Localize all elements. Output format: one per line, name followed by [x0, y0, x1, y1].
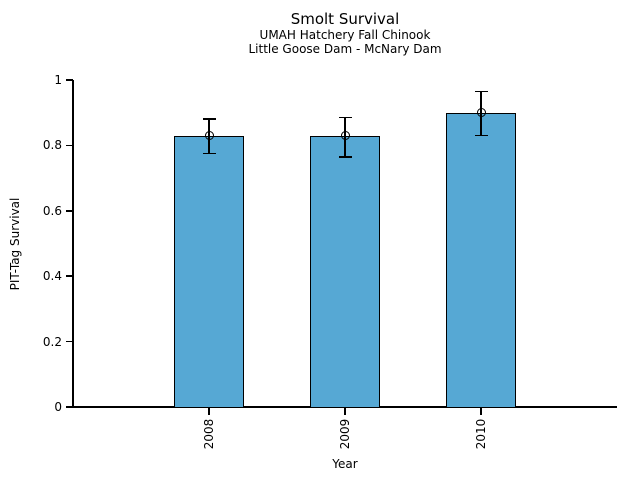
data-point-marker-icon [476, 108, 486, 118]
y-tick-label: 0 [54, 400, 62, 414]
bar-2010 [446, 112, 516, 408]
x-tick [480, 408, 482, 415]
y-tick [66, 406, 73, 408]
y-axis-line [72, 80, 74, 408]
chart-subtitle-line1: UMAH Hatchery Fall Chinook [259, 28, 431, 42]
y-tick-label: 0.2 [42, 334, 62, 349]
chart-title: Smolt Survival [290, 10, 400, 28]
error-bar-cap-top [338, 116, 352, 119]
y-tick-label: 0.6 [42, 203, 62, 218]
error-bar-cap-bottom [474, 134, 488, 137]
y-axis-label: PIT-Tag Survival [8, 197, 22, 291]
chart-subtitle-line2: Little Goose Dam - McNary Dam [248, 42, 442, 56]
x-axis-label: Year [332, 457, 358, 471]
error-bar-cap-top [202, 118, 216, 120]
y-tick-label: 0.4 [42, 269, 62, 284]
y-tick [66, 210, 73, 212]
y-tick [66, 144, 73, 147]
x-tick-label: 2010 [474, 418, 488, 450]
y-tick [66, 340, 73, 343]
x-tick-label: 2009 [338, 418, 352, 450]
error-bar-cap-bottom [202, 152, 216, 155]
y-tick-label: 0.8 [42, 138, 62, 153]
data-point-marker-icon [340, 131, 350, 141]
title-block: Smolt Survival UMAH Hatchery Fall Chinoo… [73, 10, 617, 56]
y-tick [66, 275, 73, 277]
bar-2009 [310, 135, 380, 408]
x-tick [344, 408, 346, 415]
data-point-marker-icon [204, 131, 214, 141]
y-tick-label: 1 [54, 73, 62, 87]
y-tick [66, 79, 73, 81]
x-tick [208, 408, 210, 415]
x-tick-label: 2008 [202, 418, 216, 450]
error-bar-cap-bottom [338, 156, 352, 158]
bar-2008 [174, 135, 244, 408]
error-bar-cap-top [474, 90, 488, 93]
